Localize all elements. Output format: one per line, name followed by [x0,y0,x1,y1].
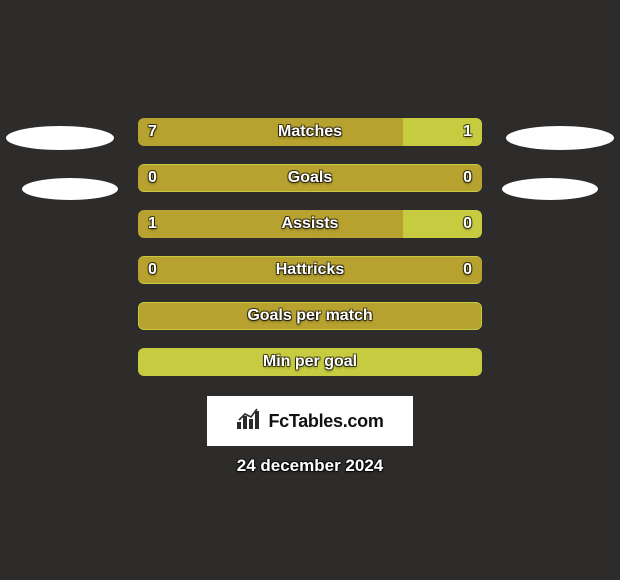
date-stamp: 24 december 2024 [0,456,620,476]
player2-club-placeholder [502,178,598,200]
player2-avatar-placeholder [506,126,614,150]
stat-label: Goals per match [138,302,482,330]
stat-value-right: 0 [463,164,472,192]
stat-row: Goals per match [138,302,482,330]
stat-row: Goals0 0 [138,164,482,192]
stat-value-left: 0 [148,256,157,284]
stat-label: Min per goal [138,348,482,376]
stat-value-left: 7 [148,118,157,146]
stat-label: Hattricks [138,256,482,284]
fctables-logo: FcTables.com [207,396,413,446]
stat-row: Assists1 0 [138,210,482,238]
stat-row: Hattricks0 0 [138,256,482,284]
bars-icon [236,408,262,435]
player1-avatar-placeholder [6,126,114,150]
stat-rows: Matches71Goals00Assists10Hattricks00Goal… [138,118,482,394]
player1-club-placeholder [22,178,118,200]
stat-label: Goals [138,164,482,192]
stat-label: Matches [138,118,482,146]
stat-value-right: 1 [463,118,472,146]
stat-label: Assists [138,210,482,238]
stat-row: Matches7 1 [138,118,482,146]
stat-value-left: 1 [148,210,157,238]
logo-text: FcTables.com [268,411,383,432]
stat-value-left: 0 [148,164,157,192]
stat-value-right: 0 [463,256,472,284]
stat-value-right: 0 [463,210,472,238]
stat-row: Min per goal [138,348,482,376]
